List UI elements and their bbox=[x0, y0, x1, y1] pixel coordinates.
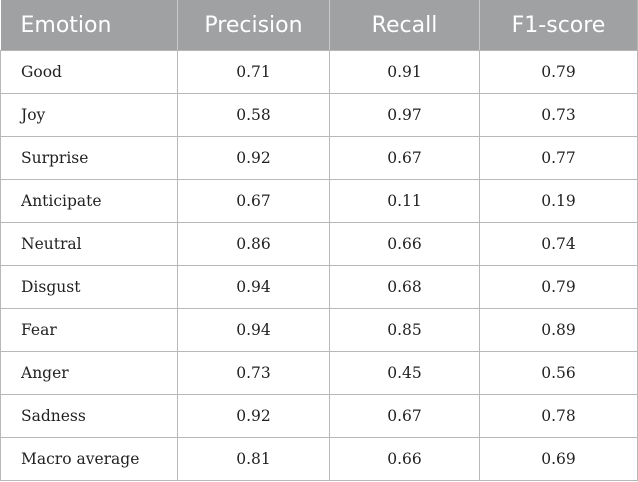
precision-cell: 0.73 bbox=[177, 351, 330, 395]
header-row: Emotion Precision Recall F1-score bbox=[0, 0, 638, 51]
precision-cell: 0.86 bbox=[177, 222, 330, 266]
recall-cell: 0.67 bbox=[329, 136, 480, 180]
emotion-cell: Disgust bbox=[0, 265, 178, 309]
header-precision: Precision bbox=[177, 0, 330, 51]
recall-cell: 0.66 bbox=[329, 222, 480, 266]
recall-cell: 0.68 bbox=[329, 265, 480, 309]
precision-cell: 0.92 bbox=[177, 394, 330, 438]
recall-cell: 0.97 bbox=[329, 93, 480, 137]
f1-score-cell: 0.78 bbox=[479, 394, 638, 438]
table-row: Disgust 0.94 0.68 0.79 bbox=[0, 265, 638, 309]
f1-score-cell: 0.73 bbox=[479, 93, 638, 137]
precision-cell: 0.81 bbox=[177, 437, 330, 481]
f1-score-cell: 0.77 bbox=[479, 136, 638, 180]
table-row: Surprise 0.92 0.67 0.77 bbox=[0, 136, 638, 180]
emotion-cell: Surprise bbox=[0, 136, 178, 180]
emotion-cell: Neutral bbox=[0, 222, 178, 266]
header-f1-score: F1-score bbox=[479, 0, 638, 51]
recall-cell: 0.67 bbox=[329, 394, 480, 438]
table-row: Anticipate 0.67 0.11 0.19 bbox=[0, 179, 638, 223]
recall-cell: 0.91 bbox=[329, 50, 480, 94]
precision-cell: 0.67 bbox=[177, 179, 330, 223]
f1-score-cell: 0.19 bbox=[479, 179, 638, 223]
recall-cell: 0.66 bbox=[329, 437, 480, 481]
emotion-cell: Fear bbox=[0, 308, 178, 352]
f1-score-cell: 0.89 bbox=[479, 308, 638, 352]
precision-cell: 0.92 bbox=[177, 136, 330, 180]
precision-cell: 0.94 bbox=[177, 265, 330, 309]
table-row: Fear 0.94 0.85 0.89 bbox=[0, 308, 638, 352]
table-row: Joy 0.58 0.97 0.73 bbox=[0, 93, 638, 137]
table-row: Sadness 0.92 0.67 0.78 bbox=[0, 394, 638, 438]
table-row: Good 0.71 0.91 0.79 bbox=[0, 50, 638, 94]
f1-score-cell: 0.69 bbox=[479, 437, 638, 481]
f1-score-cell: 0.74 bbox=[479, 222, 638, 266]
f1-score-cell: 0.79 bbox=[479, 50, 638, 94]
table-row: Neutral 0.86 0.66 0.74 bbox=[0, 222, 638, 266]
header-emotion: Emotion bbox=[0, 0, 178, 51]
emotion-cell: Joy bbox=[0, 93, 178, 137]
f1-score-cell: 0.79 bbox=[479, 265, 638, 309]
emotion-cell: Good bbox=[0, 50, 178, 94]
header-recall: Recall bbox=[329, 0, 480, 51]
emotion-cell: Macro average bbox=[0, 437, 178, 481]
f1-score-cell: 0.56 bbox=[479, 351, 638, 395]
recall-cell: 0.45 bbox=[329, 351, 480, 395]
precision-cell: 0.71 bbox=[177, 50, 330, 94]
precision-cell: 0.58 bbox=[177, 93, 330, 137]
table-row: Macro average 0.81 0.66 0.69 bbox=[0, 437, 638, 481]
precision-cell: 0.94 bbox=[177, 308, 330, 352]
recall-cell: 0.11 bbox=[329, 179, 480, 223]
emotion-cell: Anger bbox=[0, 351, 178, 395]
emotion-cell: Anticipate bbox=[0, 179, 178, 223]
emotion-cell: Sadness bbox=[0, 394, 178, 438]
recall-cell: 0.85 bbox=[329, 308, 480, 352]
table-row: Anger 0.73 0.45 0.56 bbox=[0, 351, 638, 395]
